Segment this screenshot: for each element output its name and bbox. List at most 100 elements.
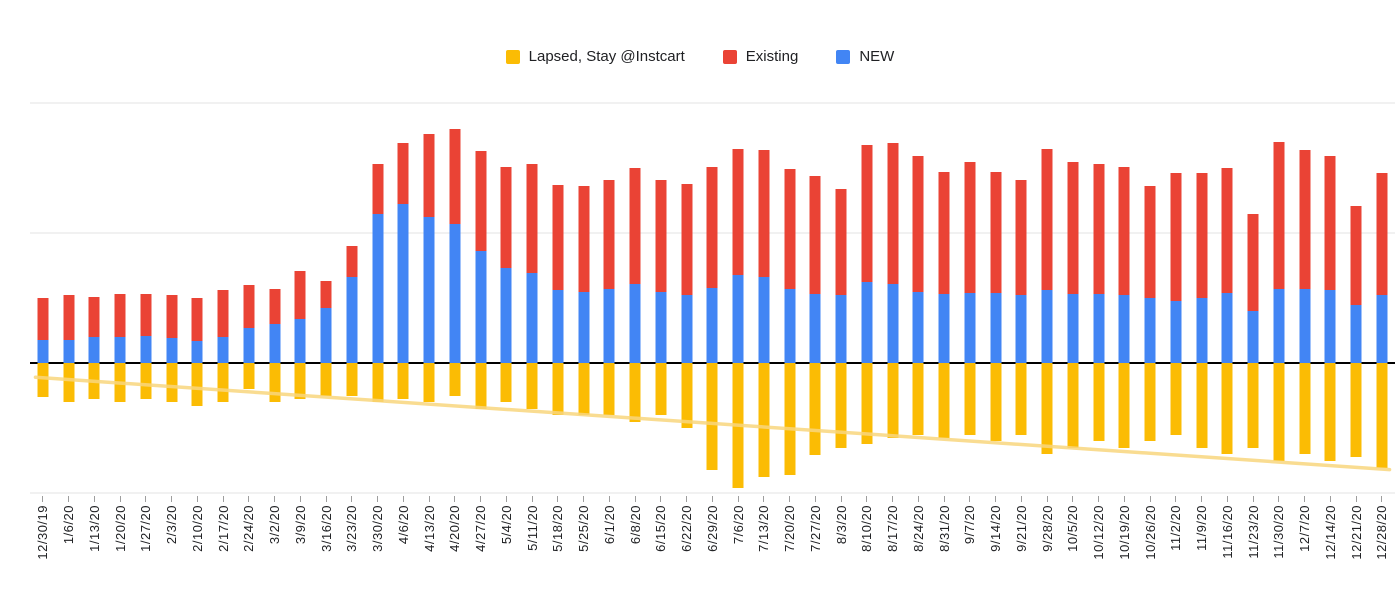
bar-segment-new[interactable]: [294, 318, 306, 364]
bar-column[interactable]: [468, 103, 494, 493]
bar-column[interactable]: [906, 103, 932, 493]
bar-column[interactable]: [1318, 103, 1344, 493]
bar-segment-new[interactable]: [732, 274, 744, 364]
bar-segment-lapsed-stay-instcart[interactable]: [578, 363, 590, 415]
bar-segment-lapsed-stay-instcart[interactable]: [809, 363, 821, 456]
bar-segment-existing[interactable]: [732, 148, 744, 275]
bar-segment-existing[interactable]: [526, 164, 538, 274]
bar-segment-new[interactable]: [964, 292, 976, 364]
bar-segment-existing[interactable]: [1041, 148, 1053, 291]
bar-segment-existing[interactable]: [63, 295, 75, 340]
bar-segment-new[interactable]: [603, 288, 615, 364]
bar-segment-new[interactable]: [1196, 298, 1208, 364]
bar-column[interactable]: [931, 103, 957, 493]
bar-segment-new[interactable]: [346, 277, 358, 364]
bar-segment-new[interactable]: [809, 294, 821, 364]
bar-column[interactable]: [622, 103, 648, 493]
legend-item-2[interactable]: NEW: [836, 48, 894, 65]
bar-column[interactable]: [1034, 103, 1060, 493]
bar-segment-existing[interactable]: [681, 183, 693, 296]
bar-segment-new[interactable]: [114, 337, 126, 364]
bar-segment-existing[interactable]: [809, 175, 821, 295]
bar-segment-new[interactable]: [758, 277, 770, 364]
bar-segment-new[interactable]: [1273, 288, 1285, 364]
bar-segment-existing[interactable]: [191, 298, 203, 341]
bar-segment-existing[interactable]: [990, 171, 1002, 293]
bar-segment-new[interactable]: [578, 291, 590, 364]
bar-segment-existing[interactable]: [500, 166, 512, 269]
bar-column[interactable]: [313, 103, 339, 493]
bar-column[interactable]: [1343, 103, 1369, 493]
bar-segment-lapsed-stay-instcart[interactable]: [1041, 363, 1053, 454]
bar-segment-lapsed-stay-instcart[interactable]: [835, 363, 847, 448]
bar-segment-new[interactable]: [1350, 304, 1362, 364]
bar-column[interactable]: [828, 103, 854, 493]
bar-segment-new[interactable]: [835, 295, 847, 364]
bar-segment-lapsed-stay-instcart[interactable]: [140, 363, 152, 400]
bar-segment-new[interactable]: [629, 283, 641, 364]
bar-column[interactable]: [159, 103, 185, 493]
bar-segment-new[interactable]: [1118, 295, 1130, 364]
bar-segment-lapsed-stay-instcart[interactable]: [294, 363, 306, 400]
bar-column[interactable]: [1292, 103, 1318, 493]
bar-segment-existing[interactable]: [1247, 213, 1259, 311]
bar-segment-new[interactable]: [912, 291, 924, 364]
bar-segment-lapsed-stay-instcart[interactable]: [320, 363, 332, 396]
bar-segment-new[interactable]: [990, 292, 1002, 364]
bar-column[interactable]: [519, 103, 545, 493]
bar-segment-lapsed-stay-instcart[interactable]: [1067, 363, 1079, 448]
bar-segment-existing[interactable]: [758, 149, 770, 278]
bar-segment-new[interactable]: [552, 290, 564, 364]
bar-column[interactable]: [1215, 103, 1241, 493]
bar-column[interactable]: [957, 103, 983, 493]
bar-column[interactable]: [880, 103, 906, 493]
bar-segment-existing[interactable]: [1196, 173, 1208, 298]
bar-column[interactable]: [236, 103, 262, 493]
bar-segment-lapsed-stay-instcart[interactable]: [706, 363, 718, 470]
bar-segment-lapsed-stay-instcart[interactable]: [397, 363, 409, 400]
bar-segment-new[interactable]: [37, 339, 49, 364]
bar-column[interactable]: [1163, 103, 1189, 493]
bar-segment-lapsed-stay-instcart[interactable]: [681, 363, 693, 429]
bar-column[interactable]: [262, 103, 288, 493]
bar-segment-lapsed-stay-instcart[interactable]: [166, 363, 178, 402]
bar-segment-new[interactable]: [1144, 298, 1156, 364]
bar-segment-lapsed-stay-instcart[interactable]: [1273, 363, 1285, 461]
bar-segment-existing[interactable]: [578, 186, 590, 292]
bar-segment-new[interactable]: [269, 324, 281, 364]
bar-column[interactable]: [700, 103, 726, 493]
bar-segment-lapsed-stay-instcart[interactable]: [526, 363, 538, 409]
bar-column[interactable]: [56, 103, 82, 493]
bar-column[interactable]: [185, 103, 211, 493]
bar-segment-lapsed-stay-instcart[interactable]: [603, 363, 615, 415]
bar-segment-existing[interactable]: [88, 296, 100, 337]
bar-segment-lapsed-stay-instcart[interactable]: [912, 363, 924, 435]
bar-segment-lapsed-stay-instcart[interactable]: [243, 363, 255, 389]
bar-segment-existing[interactable]: [1144, 186, 1156, 298]
bar-segment-existing[interactable]: [1067, 161, 1079, 295]
bar-segment-existing[interactable]: [140, 294, 152, 336]
bar-segment-new[interactable]: [1041, 290, 1053, 364]
bar-column[interactable]: [416, 103, 442, 493]
bar-column[interactable]: [442, 103, 468, 493]
bar-segment-lapsed-stay-instcart[interactable]: [990, 363, 1002, 441]
bar-segment-existing[interactable]: [294, 270, 306, 319]
bar-segment-existing[interactable]: [784, 169, 796, 289]
bar-segment-existing[interactable]: [964, 161, 976, 293]
bar-column[interactable]: [1112, 103, 1138, 493]
bar-column[interactable]: [854, 103, 880, 493]
bar-segment-lapsed-stay-instcart[interactable]: [1221, 363, 1233, 454]
bar-segment-existing[interactable]: [166, 295, 178, 339]
bar-segment-new[interactable]: [243, 327, 255, 364]
bar-segment-new[interactable]: [449, 223, 461, 364]
bar-segment-existing[interactable]: [938, 171, 950, 295]
bar-segment-new[interactable]: [1299, 288, 1311, 364]
bar-segment-lapsed-stay-instcart[interactable]: [1144, 363, 1156, 441]
bar-segment-new[interactable]: [1324, 290, 1336, 364]
bar-segment-existing[interactable]: [346, 246, 358, 278]
bar-segment-new[interactable]: [372, 213, 384, 364]
bar-column[interactable]: [288, 103, 314, 493]
bar-column[interactable]: [133, 103, 159, 493]
bar-segment-existing[interactable]: [423, 134, 435, 218]
bar-segment-existing[interactable]: [655, 179, 667, 292]
